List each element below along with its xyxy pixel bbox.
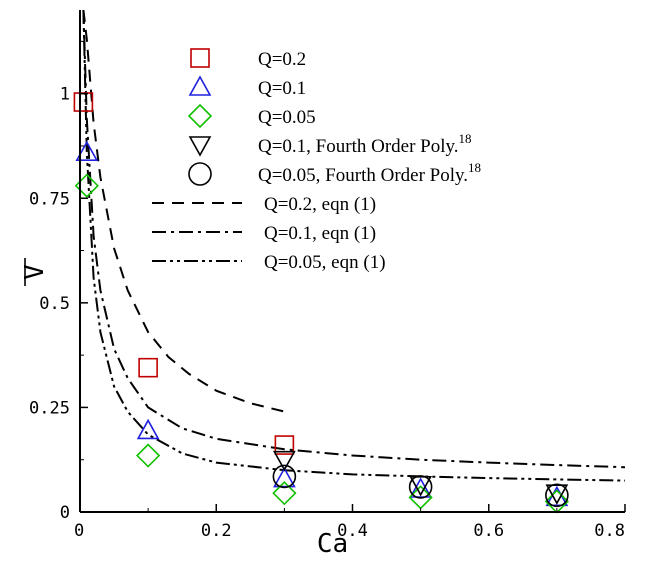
y-tick-label: 0.75 — [29, 189, 70, 209]
series-q-0-2-eqn-1-line — [82, 10, 285, 413]
series-q-0-05-eqn-1-line — [82, 10, 625, 482]
series-q-0-05-fourth-order-poly-point — [545, 483, 569, 508]
series-q-0-05-point — [135, 443, 161, 468]
legend-q-0-05-swatch — [187, 103, 213, 129]
legend-q-0-1-swatch — [188, 75, 212, 96]
y-axis-label: V — [20, 264, 50, 280]
x-tick-label: 0.8 — [594, 521, 625, 541]
series-q-0-1-fourth-order-poly-point — [545, 484, 569, 505]
legend-q-0-1-label: Q=0.1 — [258, 78, 306, 99]
series-q-0-05-fourth-order-poly-point — [272, 464, 297, 489]
legend-q-0-1-eqn-1-label: Q=0.1, eqn (1) — [264, 223, 376, 244]
x-tick-label: 0.6 — [473, 521, 504, 541]
series-q-0-1-point — [75, 140, 99, 162]
series-q-0-1-eqn-1-line — [82, 10, 625, 469]
series-q-0-1-fourth-order-poly-point — [273, 450, 296, 472]
legend: Q=0.2 Q=0.1 Q=0.05 Q=0.1, Fourth Order Poly… — [152, 48, 481, 273]
series-q-0-2-point — [274, 435, 295, 455]
series-q-0-05-point — [272, 481, 297, 506]
series-q-0-2-point — [138, 357, 158, 378]
series-q-0-1-point — [273, 466, 296, 488]
legend-q-0-1-fourth-order-poly-label: Q=0.1, Fourth Order Poly.18 — [258, 131, 472, 157]
axes: 0 0.2 0.4 0.6 0.8 0 0.25 0.5 0.75 1 — [24, 10, 626, 541]
x-tick-label: 0.4 — [337, 521, 368, 541]
legend-q-0-05-fourth-order-poly-reference: 18 — [468, 160, 481, 175]
plot-lines — [82, 10, 625, 482]
series-q-0-1-point — [136, 418, 160, 440]
legend-q-0-05-fourth-order-poly-label: Q=0.05, Fourth Order Poly.18 — [258, 160, 481, 186]
legend-q-0-1-fourth-order-poly-reference: 18 — [459, 131, 472, 146]
legend-q-0-05-fourth-order-poly-swatch — [188, 162, 212, 186]
legend-q-0-2-label: Q=0.2 — [258, 49, 306, 70]
legend-q-0-05-label: Q=0.05 — [258, 107, 316, 128]
x-tick-label: 0 — [74, 521, 84, 541]
x-tick-label: 0.2 — [201, 521, 232, 541]
y-tick-label: 0.5 — [39, 294, 70, 314]
legend-q-0-1-fourth-order-poly-swatch — [188, 136, 212, 157]
legend-q-0-2-swatch — [190, 48, 210, 68]
plot-markers — [73, 92, 570, 514]
series-q-0-2-point — [73, 92, 94, 112]
series-q-0-05-fourth-order-poly-point — [408, 475, 433, 499]
series-q-0-1-point — [409, 477, 432, 498]
series-q-0-1-fourth-order-poly-point — [409, 476, 432, 497]
y-tick-label: 0 — [60, 503, 70, 523]
legend-q-0-2-eqn-1-label: Q=0.2, eqn (1) — [264, 194, 376, 215]
x-axis-label: Ca — [317, 529, 348, 559]
y-tick-label: 1 — [60, 85, 70, 105]
legend-q-0-05-eqn-1-label: Q=0.05, eqn (1) — [264, 252, 386, 273]
y-tick-label: 0.25 — [29, 398, 70, 418]
